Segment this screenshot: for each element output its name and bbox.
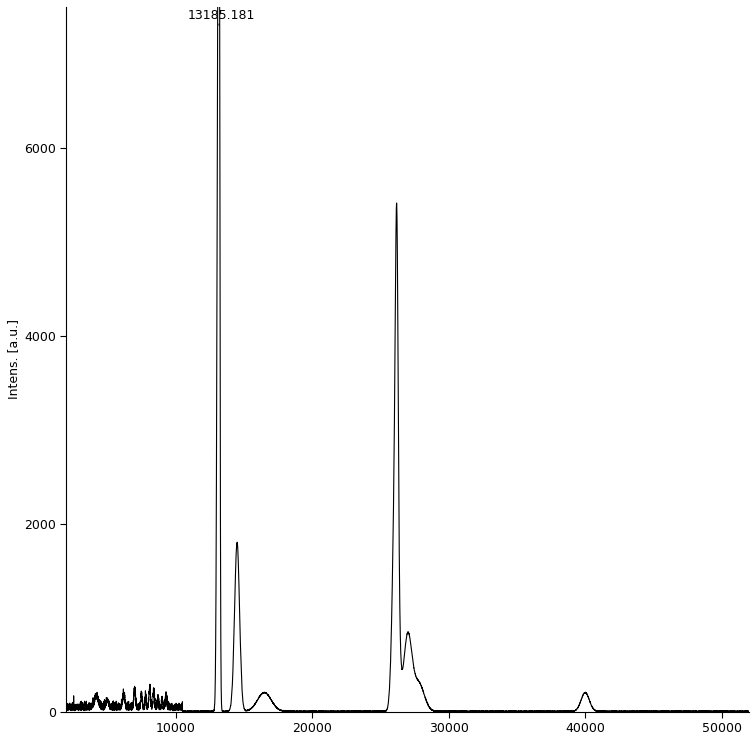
Text: 13185.181: 13185.181 — [188, 9, 256, 22]
Y-axis label: Intens. [a.u.]: Intens. [a.u.] — [7, 319, 20, 399]
